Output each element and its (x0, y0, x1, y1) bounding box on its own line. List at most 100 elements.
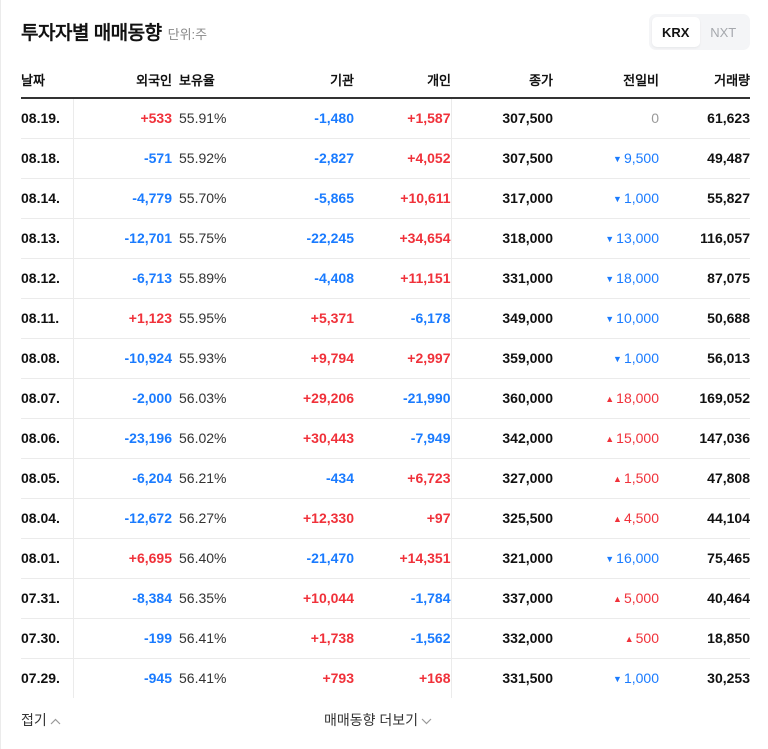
more-trading-label: 매매동향 더보기 (324, 712, 419, 728)
cell-date: 07.30. (21, 618, 74, 659)
cell-individual: -1,784 (354, 578, 452, 619)
cell-holding: 56.41% (179, 670, 227, 687)
cell-foreign: -12,672 (73, 498, 172, 539)
cell-change: ▲ 15,000 (553, 418, 659, 459)
cell-close: 327,000 (451, 458, 553, 499)
table-row: 08.18. -571 55.92% -2,827 +4,052 307,500 ▼ 9,50… (21, 138, 750, 179)
market-option-krx[interactable]: KRX (652, 17, 700, 47)
cell-close: 342,000 (451, 418, 553, 459)
change-value: 9,500 (623, 150, 659, 166)
cell-volume: 169,052 (659, 378, 750, 419)
table-row: 07.30. -199 56.41% +1,738 -1,562 332,000 ▲ 500 1… (21, 618, 750, 659)
change-value: 15,000 (616, 430, 659, 446)
table-row: 08.06. -23,196 56.02% +30,443 -7,949 342,000 ▲… (21, 418, 750, 459)
cell-date: 08.13. (21, 218, 74, 259)
cell-close: 349,000 (451, 298, 553, 339)
cell-individual: +11,151 (354, 258, 452, 299)
triangle-down-icon: ▼ (605, 554, 615, 564)
cell-change: ▲ 1,500 (553, 458, 659, 499)
triangle-down-icon: ▼ (613, 354, 622, 364)
cell-individual: +168 (354, 658, 452, 698)
change-value: 1,000 (623, 670, 659, 687)
cell-change: 0 (553, 98, 659, 139)
column-header-change: 전일비 (553, 62, 659, 99)
change-value: 1,000 (623, 190, 659, 206)
cell-holding: 56.40% (172, 538, 240, 579)
triangle-up-icon: ▲ (613, 514, 622, 524)
table-body: 08.19. +533 55.91% -1,480 +1,587 307,500 0 61,6… (21, 98, 750, 698)
cell-change: ▼ 1,000 (553, 658, 659, 698)
column-header-date: 날짜 (21, 62, 73, 99)
cell-individual: +34,654 (354, 218, 452, 259)
market-option-nxt[interactable]: NXT (710, 24, 737, 40)
chevron-up-icon (50, 712, 61, 728)
cell-institution: -22,245 (240, 218, 354, 259)
cell-foreign: -10,924 (73, 338, 172, 379)
cell-close: 360,000 (451, 378, 553, 419)
cell-holding: 55.93% (172, 338, 240, 379)
cell-change: ▼ 10,000 (553, 298, 659, 339)
cell-date: 08.18. (21, 138, 74, 179)
cell-institution: -21,470 (240, 538, 354, 579)
cell-close: 337,000 (451, 578, 553, 619)
column-header-individual: 개인 (354, 62, 451, 99)
cell-foreign: +1,123 (73, 298, 172, 339)
cell-volume: 49,487 (659, 138, 750, 179)
table-row: 07.31. -8,384 56.35% +10,044 -1,784 337,000 ▲ 5… (21, 578, 750, 619)
table-row: 08.05. -6,204 56.21% -434 +6,723 327,000 ▲ 1,50… (21, 458, 750, 499)
cell-close: 307,500 (451, 98, 553, 139)
cell-individual: +97 (354, 498, 452, 539)
cell-volume: 147,036 (659, 418, 750, 459)
cell-volume: 47,808 (659, 458, 750, 499)
cell-volume: 40,464 (659, 578, 750, 619)
table-row: 08.12. -6,713 55.89% -4,408 +11,151 331,000 ▼ 1… (21, 258, 750, 299)
change-value: 10,000 (616, 310, 659, 326)
cell-change: ▲ 5,000 (553, 578, 659, 619)
cell-individual: +1,587 (354, 98, 452, 139)
table-row: 08.04. -12,672 56.27% +12,330 +97 325,500 ▲ 4,5… (21, 498, 750, 539)
cell-date: 08.01. (21, 538, 74, 579)
cell-institution: +30,443 (240, 418, 354, 459)
change-value: 18,000 (616, 270, 659, 286)
cell-institution: +793 (322, 670, 354, 687)
cell-volume: 30,253 (707, 670, 750, 687)
cell-foreign: -2,000 (73, 378, 172, 419)
cell-volume: 61,623 (659, 98, 750, 139)
cell-close: 332,000 (451, 618, 553, 659)
cell-volume: 56,013 (659, 338, 750, 379)
cell-volume: 75,465 (659, 538, 750, 579)
cell-date: 08.06. (21, 418, 74, 459)
cell-institution: -5,865 (240, 178, 354, 219)
table-row: 08.01. +6,695 56.40% -21,470 +14,351 321,000 ▼… (21, 538, 750, 579)
cell-change: ▼ 18,000 (553, 258, 659, 299)
more-trading-button[interactable]: 매매동향 더보기 (324, 710, 432, 730)
cell-volume: 55,827 (659, 178, 750, 219)
table-row: 08.19. +533 55.91% -1,480 +1,587 307,500 0 61,6… (21, 98, 750, 139)
cell-individual: -7,949 (354, 418, 452, 459)
market-toggle: KRX NXT (649, 14, 750, 50)
column-header-volume: 거래량 (659, 62, 750, 99)
fold-label: 접기 (21, 712, 47, 728)
panel-header: 투자자별 매매동향 단위:주 (21, 18, 207, 46)
change-value: 0 (651, 110, 659, 127)
cell-individual: -6,178 (354, 298, 452, 339)
change-value: 13,000 (616, 230, 659, 246)
cell-change: ▲ 18,000 (553, 378, 659, 419)
cell-foreign: -23,196 (73, 418, 172, 459)
triangle-down-icon: ▼ (605, 274, 615, 284)
triangle-down-icon: ▼ (613, 674, 622, 685)
cell-institution: -434 (240, 458, 354, 499)
cell-volume: 87,075 (659, 258, 750, 299)
cell-volume: 44,104 (659, 498, 750, 539)
cell-change: ▼ 9,500 (553, 138, 659, 179)
table-row: 08.11. +1,123 55.95% +5,371 -6,178 349,000 ▼ 10… (21, 298, 750, 339)
column-header-foreign: 외국인 (73, 62, 172, 99)
triangle-down-icon: ▼ (613, 194, 622, 204)
cell-holding: 55.91% (172, 98, 240, 139)
cell-close: 331,500 (502, 670, 553, 687)
fold-button[interactable]: 접기 (21, 710, 61, 730)
cell-date: 08.19. (21, 98, 74, 139)
change-value: 1,000 (623, 350, 659, 366)
column-header-institution: 기관 (240, 62, 354, 99)
cell-individual: +14,351 (354, 538, 452, 579)
